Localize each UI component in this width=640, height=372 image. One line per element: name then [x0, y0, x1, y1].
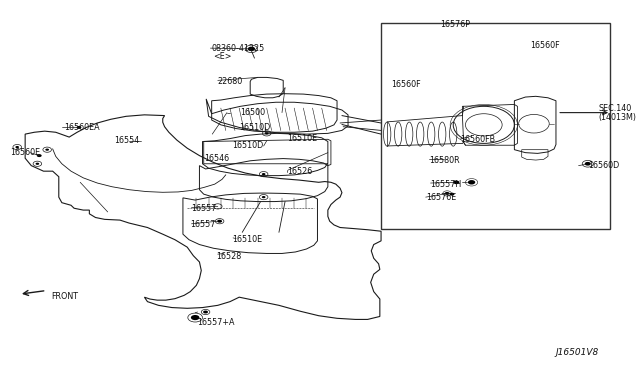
Text: (14013M): (14013M)	[599, 113, 637, 122]
Text: J16501V8: J16501V8	[556, 348, 599, 357]
Text: 16557: 16557	[191, 204, 217, 213]
Circle shape	[36, 163, 39, 165]
Circle shape	[449, 193, 454, 196]
Text: 16560E: 16560E	[10, 148, 40, 157]
Circle shape	[468, 180, 476, 185]
Text: 16546: 16546	[204, 154, 229, 163]
Circle shape	[191, 315, 200, 320]
Circle shape	[77, 126, 81, 129]
Text: SEC.140: SEC.140	[599, 104, 632, 113]
Text: 16557+A: 16557+A	[198, 318, 235, 327]
Text: 16557H: 16557H	[431, 180, 462, 189]
Text: 16500: 16500	[241, 108, 266, 117]
Text: <E>: <E>	[214, 52, 232, 61]
Text: 16526: 16526	[287, 167, 312, 176]
Text: 16510D: 16510D	[232, 141, 263, 151]
Circle shape	[217, 220, 222, 223]
Text: 16560EA: 16560EA	[64, 123, 99, 132]
Circle shape	[45, 148, 49, 151]
Circle shape	[248, 46, 255, 51]
Text: 16560D: 16560D	[588, 161, 619, 170]
Circle shape	[15, 146, 19, 148]
Text: 16560F: 16560F	[530, 41, 559, 50]
Text: 16557: 16557	[190, 221, 216, 230]
Circle shape	[453, 180, 460, 184]
Text: 16576P: 16576P	[440, 20, 470, 29]
Text: 16554: 16554	[115, 136, 140, 145]
Circle shape	[445, 192, 449, 195]
Bar	[381, 23, 611, 229]
Text: 16510D: 16510D	[239, 123, 271, 132]
Circle shape	[262, 173, 266, 175]
Text: 16510E: 16510E	[287, 134, 317, 143]
Text: 16560FB: 16560FB	[461, 135, 496, 144]
Circle shape	[585, 162, 591, 166]
Text: FRONT: FRONT	[51, 292, 78, 301]
Text: 22680: 22680	[218, 77, 243, 86]
Text: 16576E: 16576E	[426, 193, 456, 202]
Circle shape	[262, 196, 266, 198]
Text: 16528: 16528	[216, 252, 241, 261]
Text: 16510E: 16510E	[232, 235, 262, 244]
Text: 16560F: 16560F	[391, 80, 420, 89]
Text: 16580R: 16580R	[429, 155, 460, 164]
Circle shape	[265, 132, 269, 135]
Text: 08360-41225: 08360-41225	[212, 44, 265, 53]
Circle shape	[36, 154, 42, 157]
Circle shape	[203, 311, 208, 314]
